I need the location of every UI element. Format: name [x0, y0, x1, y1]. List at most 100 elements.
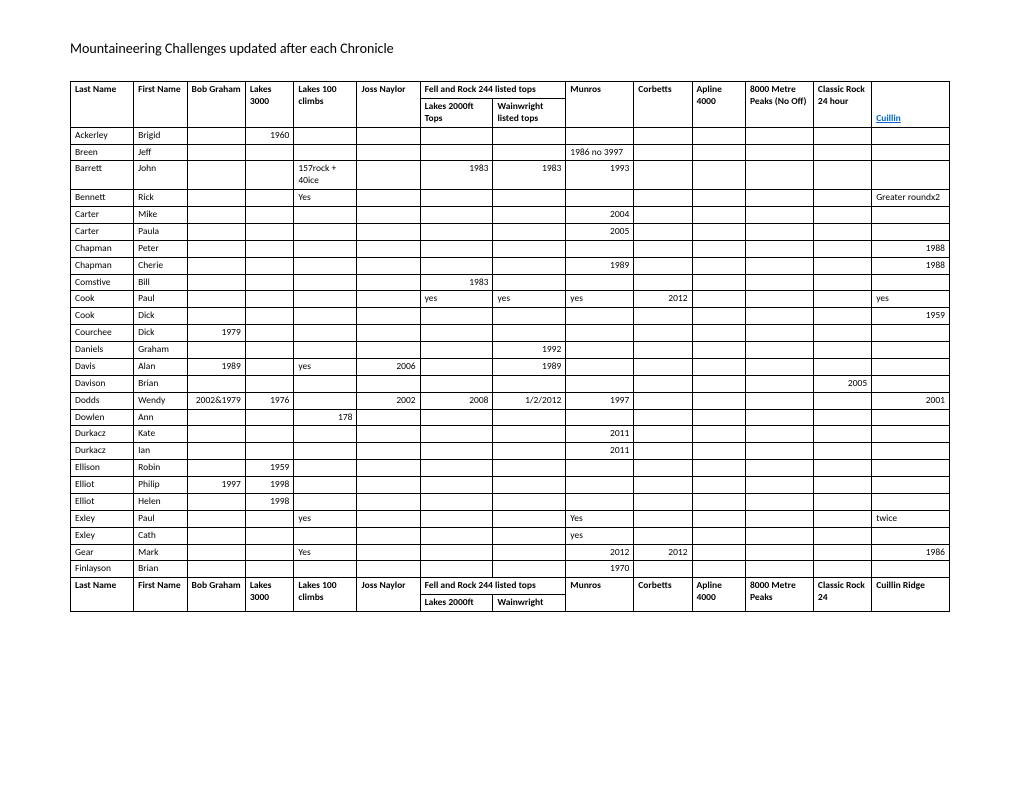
- cell: [294, 308, 357, 325]
- cell: 1997: [187, 477, 245, 494]
- col-header: Apline 4000: [692, 82, 745, 128]
- cell: [872, 561, 950, 578]
- cell: [566, 274, 634, 291]
- table-row: DowlenAnn178: [71, 409, 950, 426]
- cell: [493, 544, 566, 561]
- cell: [692, 510, 745, 527]
- cell: [872, 325, 950, 342]
- cell: [566, 308, 634, 325]
- cell: [745, 409, 813, 426]
- table-row: BennettRickYesGreater roundx2: [71, 190, 950, 207]
- cell: [294, 392, 357, 409]
- cell: [634, 342, 692, 359]
- cell: [420, 144, 493, 161]
- cell: [357, 127, 420, 144]
- cell: 2012: [634, 291, 692, 308]
- cell: [566, 460, 634, 477]
- cell: yes: [420, 291, 493, 308]
- cell: 1976: [245, 392, 294, 409]
- cell: [634, 510, 692, 527]
- cell: [294, 375, 357, 392]
- cell: 1983: [420, 274, 493, 291]
- col-header: Last Name: [71, 578, 134, 612]
- col-header: Munros: [566, 82, 634, 128]
- table-row: ElliotHelen1998: [71, 493, 950, 510]
- cell: [813, 325, 871, 342]
- cell: [872, 443, 950, 460]
- cell: Wendy: [134, 392, 187, 409]
- cell: 1998: [245, 477, 294, 494]
- cell: Exley: [71, 510, 134, 527]
- cell: Cook: [71, 308, 134, 325]
- cell: [745, 257, 813, 274]
- cell: [420, 358, 493, 375]
- cell: [813, 161, 871, 190]
- cell: [420, 426, 493, 443]
- cell: [692, 274, 745, 291]
- cell: [357, 308, 420, 325]
- cell: [634, 207, 692, 224]
- cell: yes: [566, 527, 634, 544]
- col-header: Lakes 100 climbs: [294, 82, 357, 128]
- cell: [634, 358, 692, 375]
- cell: [566, 477, 634, 494]
- col-header: 8000 Metre Peaks (No Off): [745, 82, 813, 128]
- cell: Philip: [134, 477, 187, 494]
- cell: [357, 375, 420, 392]
- cell: yes: [294, 358, 357, 375]
- cell: [745, 291, 813, 308]
- cell: [245, 161, 294, 190]
- cell: [692, 240, 745, 257]
- cell: Carter: [71, 207, 134, 224]
- cell: 1988: [872, 240, 950, 257]
- cell: [493, 223, 566, 240]
- cell: Davis: [71, 358, 134, 375]
- cell: [566, 342, 634, 359]
- cell: Robin: [134, 460, 187, 477]
- cell: Yes: [566, 510, 634, 527]
- cell: Cook: [71, 291, 134, 308]
- cell: [357, 426, 420, 443]
- cell: [294, 257, 357, 274]
- cell: [745, 207, 813, 224]
- cell: Helen: [134, 493, 187, 510]
- col-header: Joss Naylor: [357, 578, 420, 612]
- cell: [566, 240, 634, 257]
- cell: [294, 223, 357, 240]
- cell: Chapman: [71, 257, 134, 274]
- cell: [692, 358, 745, 375]
- cell: [493, 443, 566, 460]
- cell: 1993: [566, 161, 634, 190]
- cell: [245, 325, 294, 342]
- cell: [745, 426, 813, 443]
- cell: 1986: [872, 544, 950, 561]
- cell: [420, 443, 493, 460]
- table-row: DavisAlan1989yes20061989: [71, 358, 950, 375]
- cell: [493, 460, 566, 477]
- cell: [813, 561, 871, 578]
- col-header: Wainwright: [493, 595, 566, 612]
- cell: [245, 510, 294, 527]
- cell: [420, 510, 493, 527]
- cell: [294, 460, 357, 477]
- cell: [566, 127, 634, 144]
- cell: 1992: [493, 342, 566, 359]
- cell: [420, 257, 493, 274]
- cell: [745, 392, 813, 409]
- cell: [745, 510, 813, 527]
- cell: [245, 291, 294, 308]
- cell: [493, 325, 566, 342]
- cell: [872, 223, 950, 240]
- cell: [813, 477, 871, 494]
- cell: [357, 274, 420, 291]
- cell: [294, 207, 357, 224]
- cell: [245, 544, 294, 561]
- col-header: Lakes 3000: [245, 82, 294, 128]
- cell: Ann: [134, 409, 187, 426]
- cell: [357, 190, 420, 207]
- cell: Graham: [134, 342, 187, 359]
- cell: yes: [294, 510, 357, 527]
- table-row: CookDick1959: [71, 308, 950, 325]
- cell: Courchee: [71, 325, 134, 342]
- col-header: First Name: [134, 578, 187, 612]
